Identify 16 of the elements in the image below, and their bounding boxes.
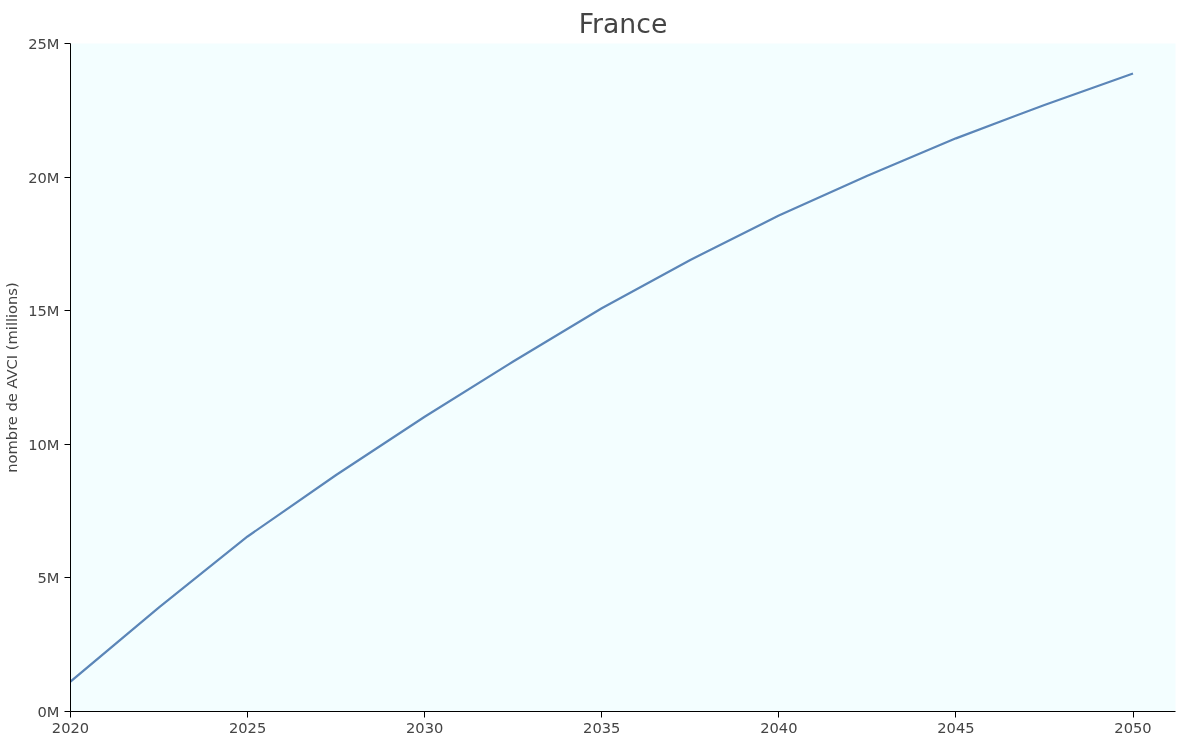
y-axis-title: nombre de AVCI (millions)	[3, 282, 21, 473]
y-tick-label: 0M	[37, 703, 60, 720]
line-series	[70, 72, 1135, 683]
y-tick-label: 15M	[28, 302, 60, 320]
y-tick-label: 25M	[28, 35, 60, 52]
x-tick-label: 2035	[583, 718, 621, 736]
x-tick-label: 2050	[1114, 718, 1152, 736]
x-tick-label: 2030	[406, 718, 444, 736]
x-tick-label: 2045	[937, 718, 975, 736]
y-tick-label: 20M	[28, 168, 60, 186]
chart-title: France	[578, 7, 668, 39]
x-tick-label: 2040	[760, 718, 798, 736]
y-tick-label: 10M	[28, 435, 60, 453]
x-tick-label: 2025	[228, 718, 267, 736]
y-tick-label: 5M	[37, 569, 60, 587]
x-tick-label: 2020	[51, 718, 90, 736]
